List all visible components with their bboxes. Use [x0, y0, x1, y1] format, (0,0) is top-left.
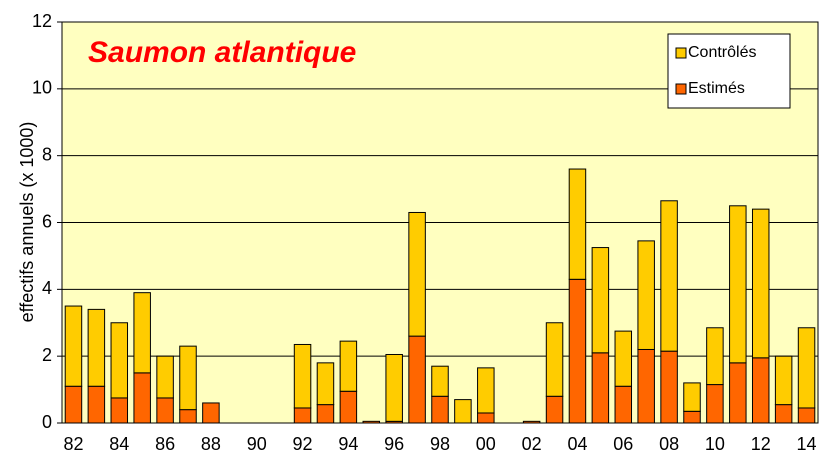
bar-segment: [133, 372, 151, 424]
bar-segment: [706, 327, 724, 386]
bar-segment: [591, 352, 610, 424]
x-tick-label: 08: [659, 434, 679, 454]
y-tick-label: 2: [42, 345, 52, 365]
x-tick-label: 14: [797, 434, 817, 454]
legend-swatch: [675, 83, 687, 95]
x-tick-label: 96: [384, 434, 404, 454]
bar-segment: [614, 330, 633, 387]
bar-segment: [683, 410, 701, 424]
bar-segment: [202, 402, 220, 424]
x-tick-label: 82: [63, 434, 83, 454]
x-tick-label: 02: [522, 434, 542, 454]
bar-segment: [87, 308, 106, 387]
bar-segment: [729, 205, 747, 364]
bar-segment: [477, 412, 495, 424]
x-tick-label: 00: [476, 434, 496, 454]
bar-segment: [751, 357, 770, 424]
bar-segment: [408, 335, 426, 424]
bar-segment: [637, 240, 655, 350]
y-axis-label: effectifs annuels (x 1000): [17, 122, 37, 323]
x-tick-label: 86: [155, 434, 175, 454]
bar-segment: [637, 348, 655, 424]
bar-segment: [293, 407, 312, 424]
bar-segment: [797, 407, 816, 424]
legend-swatch: [675, 47, 687, 59]
bar-segment: [568, 278, 587, 424]
bar-segment: [545, 322, 564, 397]
bar-segment: [316, 362, 335, 406]
bar-segment: [797, 327, 816, 409]
bar-segment: [545, 395, 564, 424]
bar-segment: [64, 385, 83, 424]
x-tick-label: 88: [201, 434, 221, 454]
x-tick-label: 04: [567, 434, 587, 454]
bar-segment: [156, 397, 174, 424]
bar-segment: [156, 355, 174, 399]
bar-segment: [568, 168, 587, 280]
bar-segment: [110, 397, 129, 424]
bar-segment: [477, 367, 495, 414]
x-tick-label: 06: [613, 434, 633, 454]
y-tick-label: 6: [42, 211, 52, 231]
y-tick-label: 4: [42, 278, 52, 298]
bar-segment: [774, 404, 793, 424]
bar-segment: [316, 404, 335, 424]
y-tick-label: 8: [42, 144, 52, 164]
x-tick-label: 92: [293, 434, 313, 454]
bar-segment: [362, 420, 381, 424]
bar-segment: [614, 385, 633, 424]
chart-title: Saumon atlantique: [88, 36, 356, 69]
bar-segment: [339, 340, 358, 392]
y-tick-label: 0: [42, 412, 52, 432]
bar-segment: [431, 395, 449, 424]
bar-segment: [133, 292, 151, 374]
y-tick-label: 10: [32, 78, 52, 98]
bar-segment: [87, 385, 106, 424]
bar-segment: [179, 345, 197, 411]
bar-segment: [385, 353, 403, 422]
bar-segment: [522, 420, 541, 424]
x-tick-label: 10: [705, 434, 725, 454]
bar-segment: [683, 382, 701, 412]
legend-label: Estimés: [688, 80, 745, 97]
bar-segment: [729, 362, 747, 424]
bar-segment: [179, 409, 197, 424]
x-tick-label: 84: [109, 434, 129, 454]
bar-segment: [293, 343, 312, 409]
bar-segment: [660, 350, 678, 424]
bar-segment: [339, 390, 358, 424]
bar-segment: [591, 247, 610, 354]
legend-box: [667, 33, 791, 109]
x-tick-label: 12: [751, 434, 771, 454]
bar-segment: [431, 365, 449, 397]
bar-segment: [751, 208, 770, 359]
x-tick-label: 98: [430, 434, 450, 454]
bar-segment: [64, 305, 83, 387]
bar-segment: [774, 355, 793, 406]
legend-label: Contrôlés: [688, 44, 756, 61]
bar-segment: [408, 211, 426, 337]
y-tick-label: 12: [32, 11, 52, 31]
bar-segment: [706, 384, 724, 424]
bar-segment: [454, 399, 472, 424]
x-tick-label: 94: [338, 434, 358, 454]
bar-segment: [660, 200, 678, 352]
bar-segment: [110, 322, 129, 399]
x-tick-label: 90: [247, 434, 267, 454]
